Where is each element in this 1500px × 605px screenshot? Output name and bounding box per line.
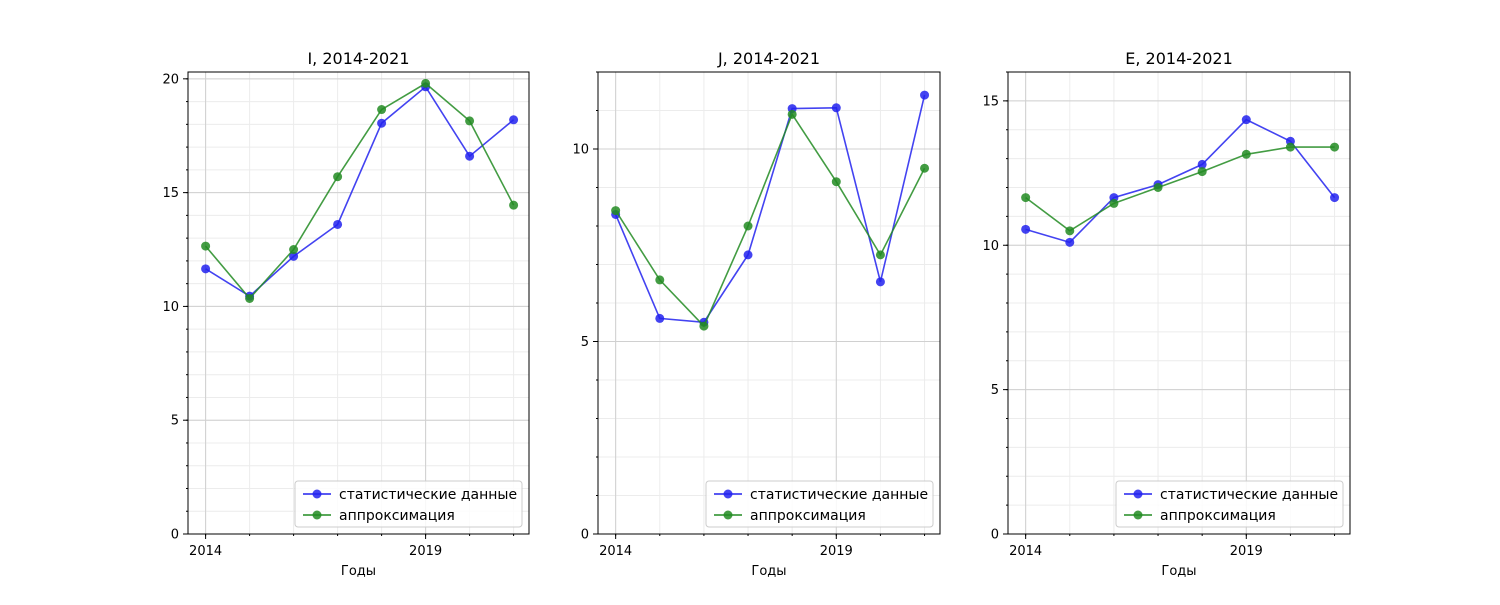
series-line [204,82,515,300]
data-point [421,78,431,88]
legend-marker [1133,510,1143,520]
axes-frame [187,71,530,535]
y-tick-label: 10 [572,143,589,158]
data-point [875,250,885,260]
series-approx [1021,142,1340,236]
x-axis-label: Годы [751,564,786,579]
data-point [245,293,255,303]
data-point [920,90,930,100]
series-stat [611,90,930,327]
x-tick-label: 2019 [1230,544,1263,559]
x-tick-label: 2019 [820,544,853,559]
x-tick-label: 2014 [1009,544,1042,559]
data-point [377,118,387,128]
legend-box [294,480,523,528]
data-point [1021,193,1031,203]
chart-panel-3: 0 5 10 15 2014 2019 E, 2014-2021 Годы статистиче… [982,49,1351,579]
data-point [465,151,475,161]
legend: статистические данные аппроксимация [1115,480,1344,528]
chart-panel-1: 0 5 10 15 20 2014 2019 I, 2014-2021 Годы статисти… [162,49,530,579]
legend: статистические данные аппроксимация [705,480,934,528]
data-point [743,250,753,260]
data-point [655,275,665,285]
legend-marker [1133,489,1143,499]
data-point [1021,224,1031,234]
series-stat [201,82,519,301]
data-point [1330,142,1340,152]
chart-title: E, 2014-2021 [1125,49,1233,68]
data-point [743,221,753,231]
legend: статистические данные аппроксимация [294,480,523,528]
x-axis-label: Годы [1161,564,1196,579]
y-tick-label: 5 [991,383,999,398]
x-tick-label: 2014 [189,544,222,559]
y-tick-label: 0 [991,528,999,543]
data-point [831,177,841,187]
data-point [333,172,343,182]
series-line [614,112,926,328]
x-tick-label: 2019 [409,544,442,559]
data-point [333,219,343,229]
legend-marker [723,510,733,520]
series-line [1025,146,1335,232]
data-point [465,116,475,126]
y-tick-label: 10 [982,239,999,254]
legend-label: аппроксимация [1160,508,1276,524]
legend-label: аппроксимация [750,508,866,524]
legend-marker [723,489,733,499]
legend-marker [312,489,322,499]
y-tick-label: 5 [581,335,589,350]
data-point [1241,149,1251,159]
legend-label: статистические данные [750,487,928,503]
x-axis-label: Годы [341,564,376,579]
data-point [509,200,519,210]
data-point [289,245,299,255]
chart-title: J, 2014-2021 [717,49,820,68]
data-point [1197,159,1207,169]
legend-marker [312,510,322,520]
y-tick-label: 0 [171,528,179,543]
data-point [1109,198,1119,208]
y-tick-label: 20 [162,72,179,87]
series-line [1025,118,1336,244]
data-point [1065,226,1075,236]
data-point [377,105,387,115]
chart-panel-2: 0 5 10 2014 2019 J, 2014-2021 Годы статистическ… [572,49,941,579]
y-tick-label: 15 [162,186,179,201]
data-point [787,109,797,119]
y-tick-label: 10 [162,300,179,315]
data-point [201,264,211,274]
y-tick-label: 15 [982,94,999,109]
series-line [614,94,926,324]
legend-label: статистические данные [1160,487,1338,503]
data-point [289,251,299,261]
y-tick-label: 0 [581,528,589,543]
data-point [699,321,709,331]
data-point [655,313,665,323]
legend-box [1115,480,1344,528]
data-point [1197,167,1207,177]
data-point [201,241,211,251]
y-tick-label: 5 [171,414,179,429]
x-tick-label: 2014 [599,544,632,559]
data-point [611,206,621,216]
legend-box [705,480,934,528]
series-approx [611,109,930,331]
data-point [875,277,885,287]
legend-label: аппроксимация [339,508,455,524]
data-point [831,103,841,113]
series-approx [201,78,519,303]
data-point [1065,237,1075,247]
data-point [1330,193,1340,203]
data-point [1241,115,1251,125]
data-point [1153,183,1163,192]
data-point [920,163,930,173]
chart-title: I, 2014-2021 [307,49,409,68]
legend-label: статистические данные [339,487,517,503]
data-point [1285,142,1295,152]
data-point [509,115,519,125]
